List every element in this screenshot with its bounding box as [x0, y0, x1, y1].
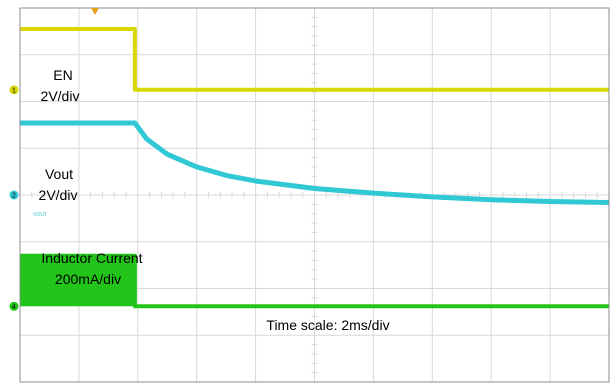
channel-markers: 1 2 4 — [9, 85, 19, 311]
vout-marker-label: VOUT — [33, 212, 47, 218]
channel-4-marker-icon — [9, 301, 19, 311]
channel-1-marker-label: 1 — [12, 87, 16, 94]
inductor-switching-envelope — [20, 255, 135, 307]
vout-label: Vout — [45, 166, 73, 182]
trigger-marker-icon — [91, 8, 99, 15]
vout-scale-label: 2V/div — [39, 187, 78, 203]
inductor-current-scale-label: 200mA/div — [55, 271, 121, 287]
en-scale-label: 2V/div — [41, 88, 80, 104]
time-scale-label: Time scale: 2ms/div — [266, 317, 389, 333]
en-label: EN — [53, 67, 72, 83]
grid — [19, 7, 610, 383]
trace-en — [20, 27, 609, 92]
trace-vout — [20, 120, 610, 205]
traces — [20, 27, 610, 309]
channel-1-marker-icon — [9, 85, 19, 95]
channel-2-marker-label: 2 — [12, 193, 16, 200]
plot-frame — [19, 7, 610, 383]
inductor-current-label: Inductor Current — [41, 250, 142, 266]
channel-2-marker-icon — [9, 190, 19, 200]
channel-4-marker-label: 4 — [12, 304, 16, 311]
